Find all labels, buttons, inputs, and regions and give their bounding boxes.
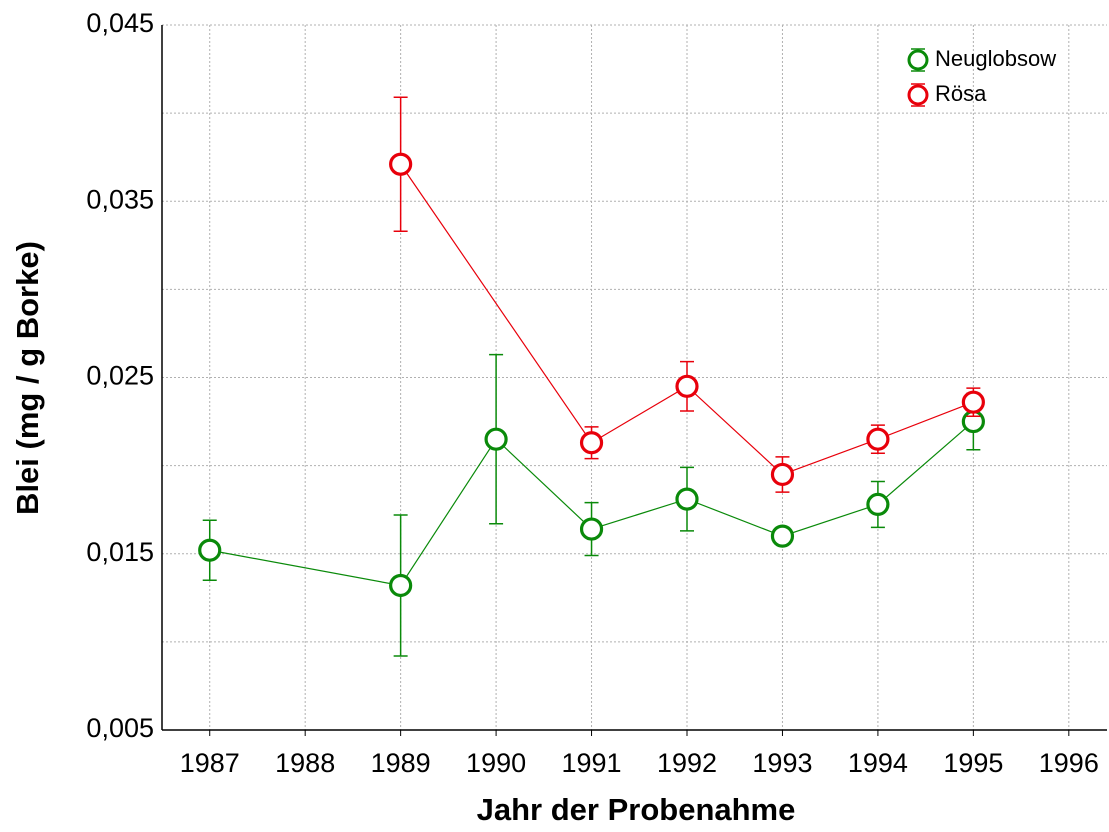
marker: [389, 152, 413, 176]
legend-marker: [907, 49, 929, 71]
x-tick-label: 1996: [1039, 748, 1099, 778]
x-tick-label: 1989: [371, 748, 431, 778]
series-line: [400, 163, 974, 476]
x-tick-label: 1994: [848, 748, 908, 778]
y-tick-label: 0,035: [86, 184, 154, 214]
marker: [389, 573, 413, 598]
legend-marker: [907, 84, 929, 106]
x-axis-title: Jahr der Probenahme: [477, 792, 796, 827]
x-tick-label: 1992: [657, 748, 717, 778]
x-tick-label: 1991: [562, 748, 622, 778]
marker: [866, 492, 890, 516]
marker: [198, 538, 222, 562]
x-tick-label: 1987: [180, 748, 240, 778]
marker: [579, 431, 604, 455]
x-tick-label: 1990: [466, 748, 526, 778]
marker: [770, 462, 795, 487]
x-tick-label: 1988: [275, 748, 335, 778]
legend-label: Neuglobsow: [935, 46, 1056, 71]
marker: [675, 374, 699, 398]
y-tick-label: 0,005: [86, 713, 154, 743]
legend-label: Rösa: [935, 81, 987, 106]
marker: [484, 427, 508, 451]
marker: [866, 427, 890, 451]
y-tick-label: 0,015: [86, 537, 154, 567]
x-tick-label: 1995: [943, 748, 1003, 778]
y-tick-label: 0,045: [86, 8, 154, 38]
marker: [579, 517, 604, 541]
marker: [675, 487, 699, 511]
y-axis-title: Blei (mg / g Borke): [10, 241, 45, 515]
x-tick-label: 1993: [752, 748, 812, 778]
marker: [961, 390, 985, 414]
series-line: [209, 421, 974, 587]
y-tick-label: 0,025: [86, 361, 154, 391]
marker: [770, 524, 795, 548]
